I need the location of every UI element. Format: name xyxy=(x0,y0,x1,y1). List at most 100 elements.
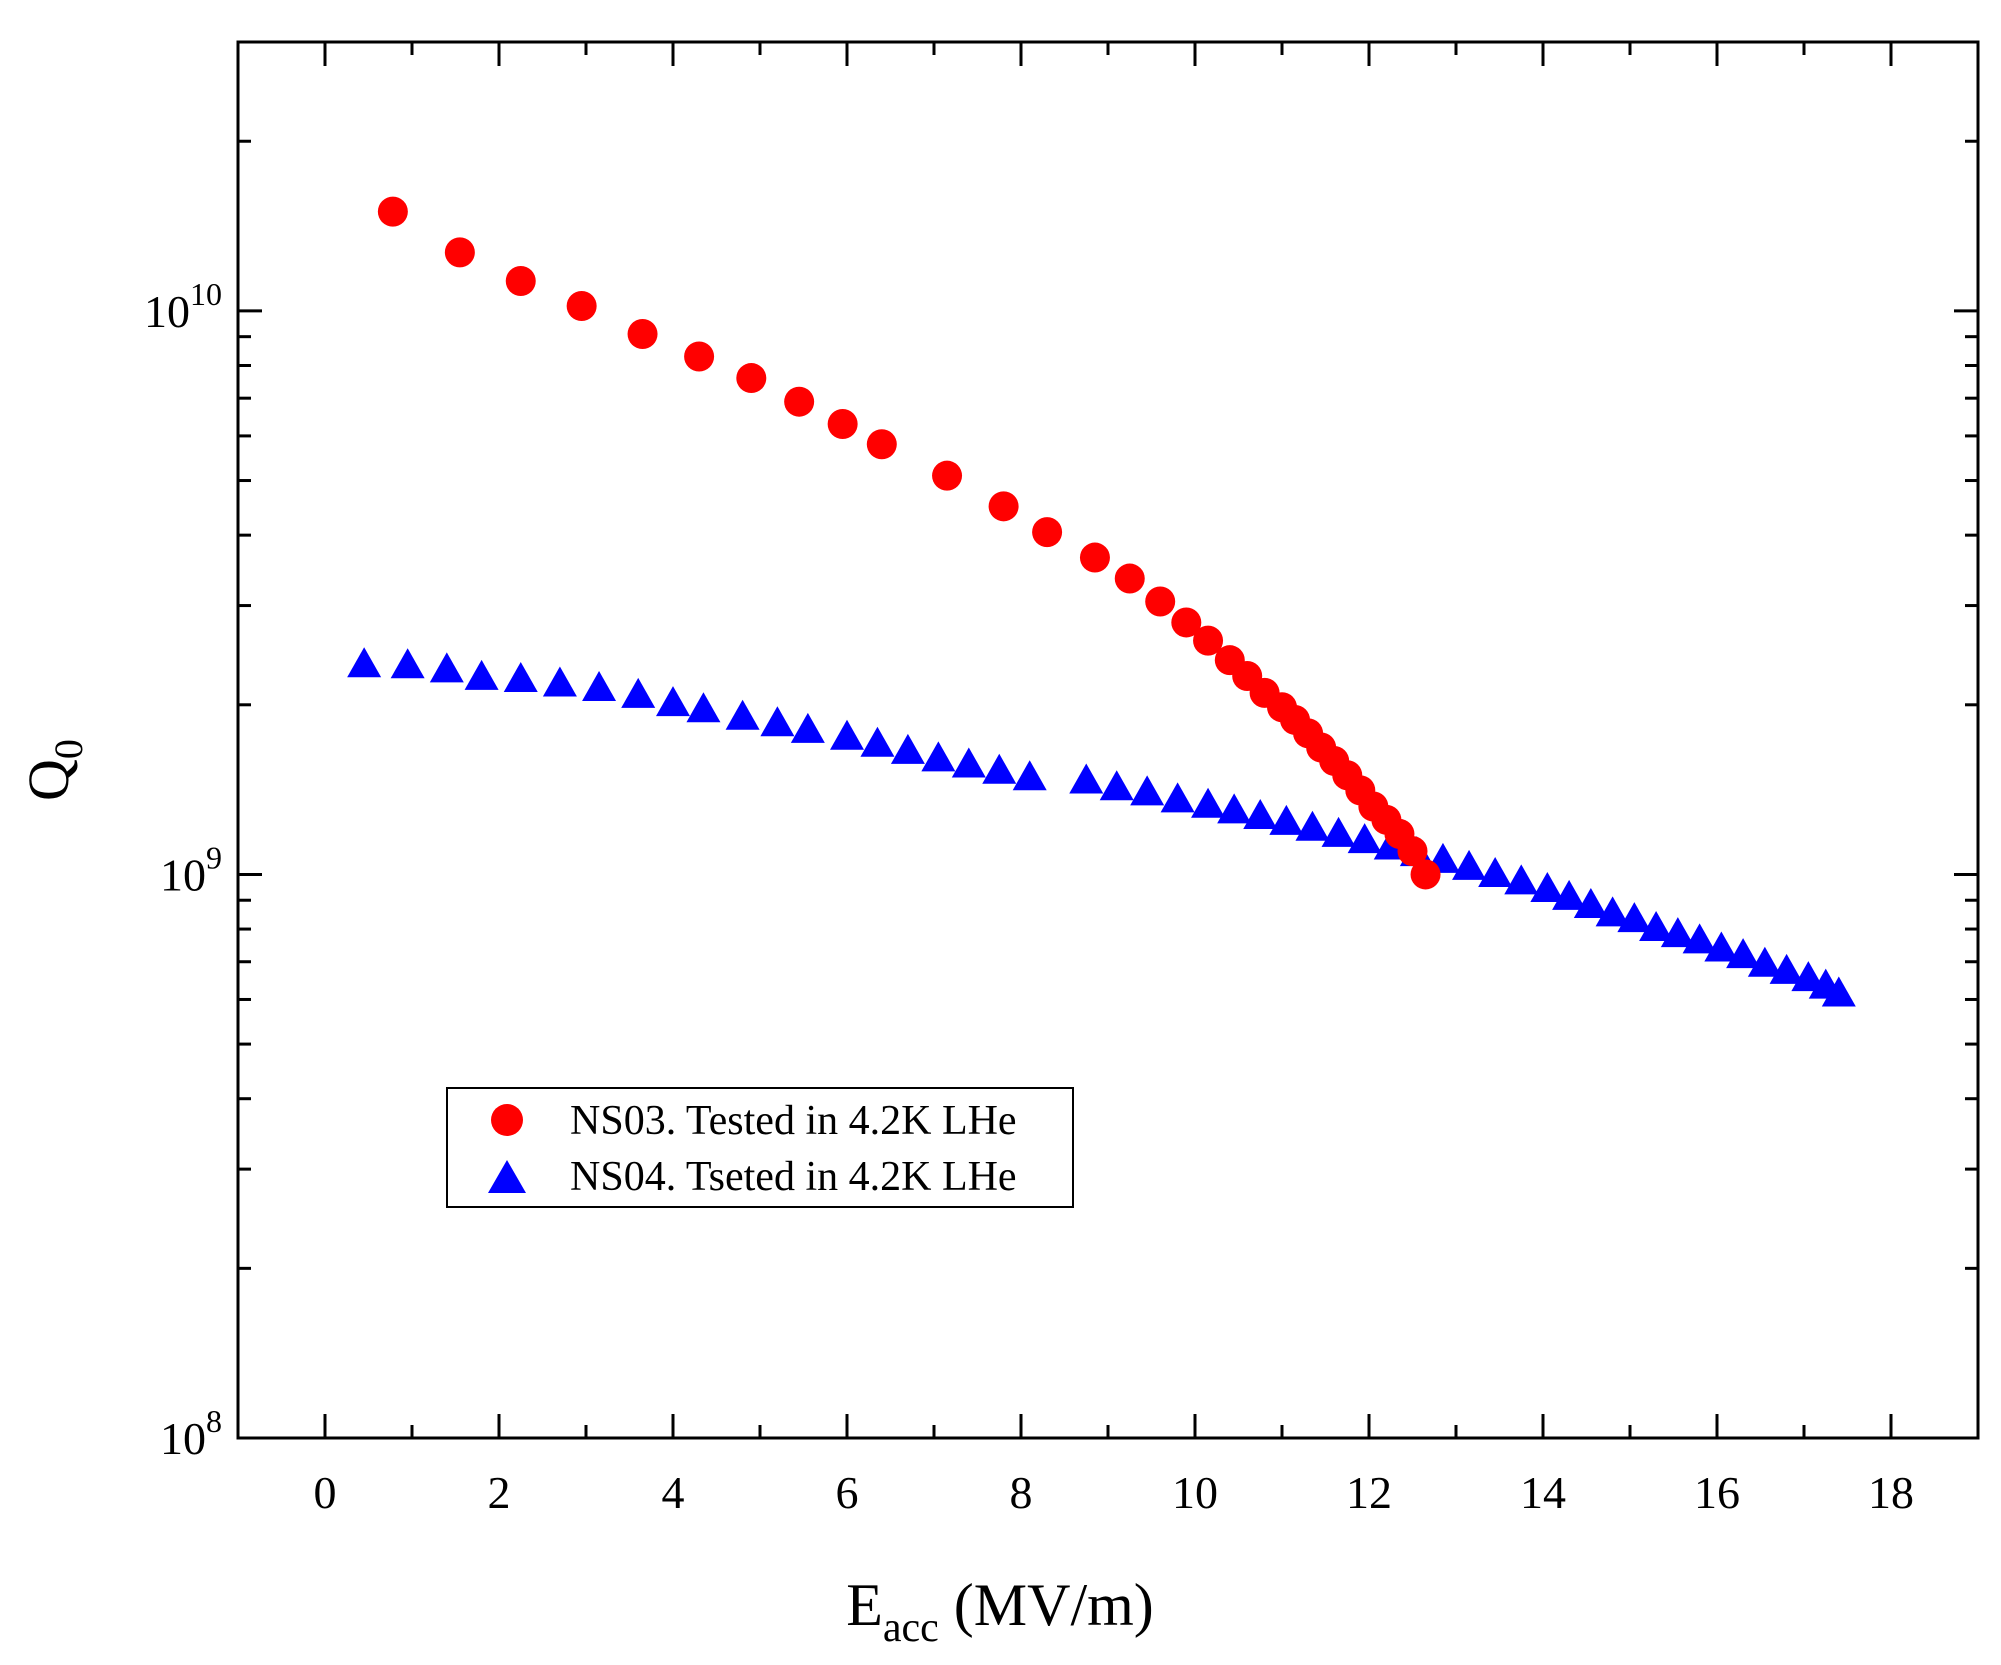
data-point-ns04 xyxy=(1639,911,1674,942)
y-tick-label-exp: 8 xyxy=(206,1403,222,1439)
data-point-ns04 xyxy=(890,733,925,764)
data-point-ns03 xyxy=(827,408,858,439)
x-axis-label-rest: (MV/m) xyxy=(939,1572,1154,1638)
data-point-ns03 xyxy=(1171,607,1202,638)
data-point-ns04 xyxy=(1012,760,1047,791)
x-tick-label: 16 xyxy=(1694,1467,1740,1518)
data-point-ns04 xyxy=(1130,775,1165,806)
x-axis-label: Eacc (MV/m) xyxy=(846,1572,1154,1651)
data-point-ns04 xyxy=(1704,931,1739,962)
y-tick-label-exp: 9 xyxy=(206,839,222,875)
data-point-ns03 xyxy=(1145,586,1176,617)
data-point-ns04 xyxy=(1573,887,1608,918)
data-point-ns04 xyxy=(1595,896,1630,927)
y-tick-label: 108 xyxy=(160,1403,222,1464)
data-point-ns04 xyxy=(1747,946,1782,977)
x-tick-label: 0 xyxy=(314,1467,337,1518)
data-point-ns03 xyxy=(932,460,963,491)
data-point-ns04 xyxy=(582,670,617,701)
data-point-ns03 xyxy=(1032,517,1063,548)
y-tick-label-base: 10 xyxy=(144,286,190,337)
data-point-ns04 xyxy=(686,692,721,723)
data-point-ns04 xyxy=(951,747,986,778)
data-point-ns04 xyxy=(1191,787,1226,818)
data-point-ns04 xyxy=(1269,804,1304,835)
legend-marker-ns03 xyxy=(491,1104,523,1136)
y-tick-label-exp: 10 xyxy=(190,276,222,312)
data-point-ns04 xyxy=(464,659,499,690)
data-point-ns04 xyxy=(1791,961,1826,992)
data-point-ns04 xyxy=(621,677,656,708)
data-point-ns04 xyxy=(1452,849,1487,880)
data-point-ns04 xyxy=(1552,879,1587,910)
y-axis-label-sub: 0 xyxy=(46,739,91,759)
x-tick-label: 2 xyxy=(488,1467,511,1518)
x-tick-label: 12 xyxy=(1346,1467,1392,1518)
data-point-ns03 xyxy=(684,341,715,372)
y-tick-label: 109 xyxy=(160,839,222,900)
legend: NS03. Tested in 4.2K LHe NS04. Tseted in… xyxy=(446,1087,1074,1208)
x-tick-label: 6 xyxy=(836,1467,859,1518)
data-point-ns04 xyxy=(982,753,1017,784)
legend-label-ns04: NS04. Tseted in 4.2K LHe xyxy=(570,1154,1017,1200)
y-axis-label-main: Q xyxy=(16,759,81,801)
data-point-ns04 xyxy=(1682,923,1717,954)
data-point-ns04 xyxy=(1160,782,1195,813)
data-point-ns04 xyxy=(725,699,760,730)
y-tick-label: 1010 xyxy=(144,276,222,337)
y-tick-label-base: 10 xyxy=(160,849,206,900)
data-point-ns03 xyxy=(377,196,408,227)
data-point-ns03 xyxy=(866,429,897,460)
legend-marker-ns04 xyxy=(488,1160,526,1193)
data-point-ns04 xyxy=(542,666,577,697)
data-point-ns03 xyxy=(736,363,767,394)
data-point-ns04 xyxy=(1821,976,1856,1007)
data-point-ns04 xyxy=(1726,938,1761,969)
data-point-ns04 xyxy=(656,686,690,717)
x-tick-label: 8 xyxy=(1010,1467,1033,1518)
x-axis-label-main: E xyxy=(846,1572,883,1638)
data-point-ns04 xyxy=(860,726,895,757)
data-point-ns04 xyxy=(1295,810,1330,841)
data-point-ns04 xyxy=(760,706,795,737)
data-point-ns04 xyxy=(429,652,464,683)
data-point-ns03 xyxy=(784,386,815,417)
data-point-ns03 xyxy=(444,237,475,268)
data-point-ns03 xyxy=(988,491,1019,522)
x-tick-label: 10 xyxy=(1172,1467,1218,1518)
x-tick-label: 18 xyxy=(1868,1467,1914,1518)
data-point-ns04 xyxy=(1321,816,1356,847)
data-point-ns04 xyxy=(790,712,825,743)
data-point-ns04 xyxy=(1243,799,1278,830)
data-point-ns04 xyxy=(1660,917,1695,948)
data-point-ns04 xyxy=(1099,770,1134,801)
y-axis-label: Q0 xyxy=(16,739,91,801)
data-point-ns04 xyxy=(1478,857,1513,888)
data-point-ns03 xyxy=(505,265,536,296)
data-point-ns03 xyxy=(566,291,597,322)
data-point-ns04 xyxy=(1530,871,1565,902)
data-marks xyxy=(347,196,1856,1007)
x-tick-label: 14 xyxy=(1520,1467,1566,1518)
data-point-ns03 xyxy=(1397,836,1428,867)
data-point-ns04 xyxy=(1069,763,1104,794)
data-point-ns03 xyxy=(1193,625,1224,656)
x-tick-label: 4 xyxy=(662,1467,685,1518)
data-point-ns04 xyxy=(921,741,956,772)
data-point-ns04 xyxy=(830,719,864,750)
x-axis-label-sub: acc xyxy=(883,1605,939,1651)
legend-label-ns03: NS03. Tested in 4.2K LHe xyxy=(570,1098,1017,1144)
data-point-ns03 xyxy=(1114,563,1145,594)
y-tick-label-base: 10 xyxy=(160,1413,206,1464)
data-point-ns04 xyxy=(1617,902,1652,933)
data-point-ns04 xyxy=(390,648,425,679)
data-point-ns04 xyxy=(347,647,382,678)
data-point-ns04 xyxy=(1217,793,1252,824)
data-point-ns04 xyxy=(1504,864,1539,895)
data-point-ns03 xyxy=(1410,859,1441,890)
data-point-ns03 xyxy=(1079,542,1110,573)
data-point-ns03 xyxy=(627,318,658,349)
